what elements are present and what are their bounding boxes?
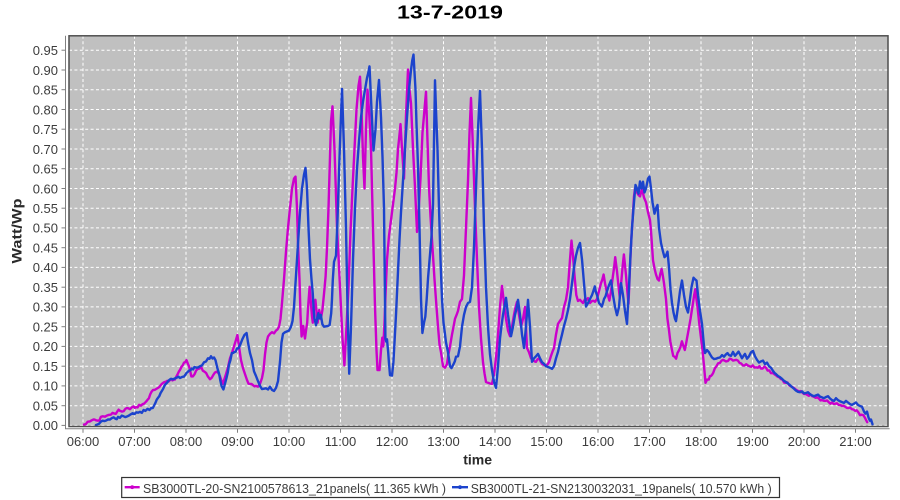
svg-text:0.80: 0.80 bbox=[33, 102, 58, 117]
svg-text:15:00: 15:00 bbox=[530, 434, 563, 449]
svg-text:0.00: 0.00 bbox=[33, 418, 58, 433]
svg-text:0.65: 0.65 bbox=[33, 162, 58, 177]
svg-text:10:00: 10:00 bbox=[273, 434, 306, 449]
svg-text:17:00: 17:00 bbox=[633, 434, 666, 449]
svg-text:0.35: 0.35 bbox=[33, 280, 58, 295]
svg-text:0.05: 0.05 bbox=[33, 399, 58, 414]
svg-text:16:00: 16:00 bbox=[582, 434, 615, 449]
svg-text:0.90: 0.90 bbox=[33, 63, 58, 78]
svg-text:20:00: 20:00 bbox=[788, 434, 821, 449]
svg-text:06:00: 06:00 bbox=[67, 434, 100, 449]
svg-text:0.85: 0.85 bbox=[33, 83, 58, 98]
svg-text:12:00: 12:00 bbox=[376, 434, 409, 449]
svg-text:SB3000TL-21-SN2130032031_19pan: SB3000TL-21-SN2130032031_19panels( 10.57… bbox=[471, 481, 772, 496]
svg-text:0.55: 0.55 bbox=[33, 201, 58, 216]
svg-text:18:00: 18:00 bbox=[685, 434, 718, 449]
svg-text:0.75: 0.75 bbox=[33, 122, 58, 137]
svg-text:0.30: 0.30 bbox=[33, 300, 58, 315]
svg-text:0.10: 0.10 bbox=[33, 379, 58, 394]
svg-text:0.25: 0.25 bbox=[33, 320, 58, 335]
svg-text:09:00: 09:00 bbox=[221, 434, 254, 449]
svg-text:19:00: 19:00 bbox=[736, 434, 769, 449]
svg-text:07:00: 07:00 bbox=[118, 434, 151, 449]
svg-text:Watt/Wp: Watt/Wp bbox=[9, 199, 25, 264]
svg-text:11:00: 11:00 bbox=[325, 434, 357, 449]
svg-text:14:00: 14:00 bbox=[479, 434, 512, 449]
svg-text:0.20: 0.20 bbox=[33, 339, 58, 354]
svg-text:0.70: 0.70 bbox=[33, 142, 58, 157]
svg-text:0.45: 0.45 bbox=[33, 241, 58, 256]
svg-text:13:00: 13:00 bbox=[427, 434, 460, 449]
svg-text:21:00: 21:00 bbox=[839, 434, 872, 449]
svg-text:0.15: 0.15 bbox=[33, 359, 58, 374]
svg-text:0.95: 0.95 bbox=[33, 43, 58, 58]
svg-text:0.50: 0.50 bbox=[33, 221, 58, 236]
svg-text:08:00: 08:00 bbox=[170, 434, 203, 449]
svg-text:0.60: 0.60 bbox=[33, 181, 58, 196]
svg-text:13-7-2019: 13-7-2019 bbox=[397, 3, 503, 23]
svg-text:SB3000TL-20-SN2100578613_21pan: SB3000TL-20-SN2100578613_21panels( 11.36… bbox=[143, 481, 446, 496]
svg-text:time: time bbox=[463, 452, 492, 468]
svg-text:0.40: 0.40 bbox=[33, 260, 58, 275]
